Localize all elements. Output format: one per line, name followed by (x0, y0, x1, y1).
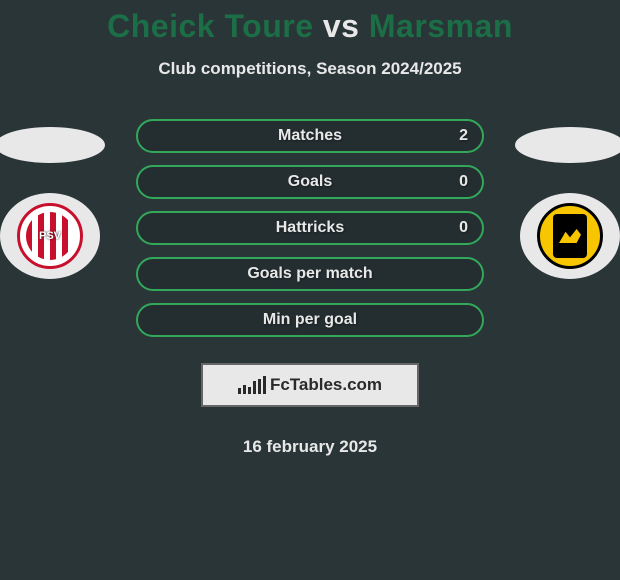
stat-row-goals: Goals 0 (136, 165, 484, 199)
branding-box: FcTables.com (201, 363, 419, 407)
stat-right-value: 0 (459, 173, 468, 191)
player-left-avatar (0, 127, 105, 163)
content-row: PSV Matches 2 Goals 0 Hattricks 0 Goals … (0, 119, 620, 457)
cambuur-logo-icon (537, 203, 603, 269)
date-text: 16 february 2025 (136, 437, 484, 457)
player1-name: Cheick Toure (107, 8, 313, 44)
player-right-avatar (515, 127, 620, 163)
stat-right-value: 2 (459, 127, 468, 145)
player-left-column: PSV (0, 119, 110, 279)
stat-label: Hattricks (276, 219, 344, 237)
stat-row-min-per-goal: Min per goal (136, 303, 484, 337)
stat-row-hattricks: Hattricks 0 (136, 211, 484, 245)
title: Cheick Toure vs Marsman (0, 8, 620, 45)
stat-label: Matches (278, 127, 342, 145)
stat-label: Goals (288, 173, 332, 191)
psv-logo-icon: PSV (17, 203, 83, 269)
player-right-club-badge (520, 193, 620, 279)
stat-label: Goals per match (247, 265, 372, 283)
player-right-column (510, 119, 620, 279)
player2-name: Marsman (369, 8, 513, 44)
subtitle: Club competitions, Season 2024/2025 (0, 59, 620, 79)
comparison-card: Cheick Toure vs Marsman Club competition… (0, 0, 620, 457)
branding-text: FcTables.com (270, 375, 382, 395)
player-left-club-badge: PSV (0, 193, 100, 279)
stat-row-goals-per-match: Goals per match (136, 257, 484, 291)
stat-label: Min per goal (263, 311, 357, 329)
vs-text: vs (323, 8, 360, 44)
stat-row-matches: Matches 2 (136, 119, 484, 153)
bars-icon (238, 376, 266, 394)
stat-right-value: 0 (459, 219, 468, 237)
stats-column: Matches 2 Goals 0 Hattricks 0 Goals per … (136, 119, 484, 457)
